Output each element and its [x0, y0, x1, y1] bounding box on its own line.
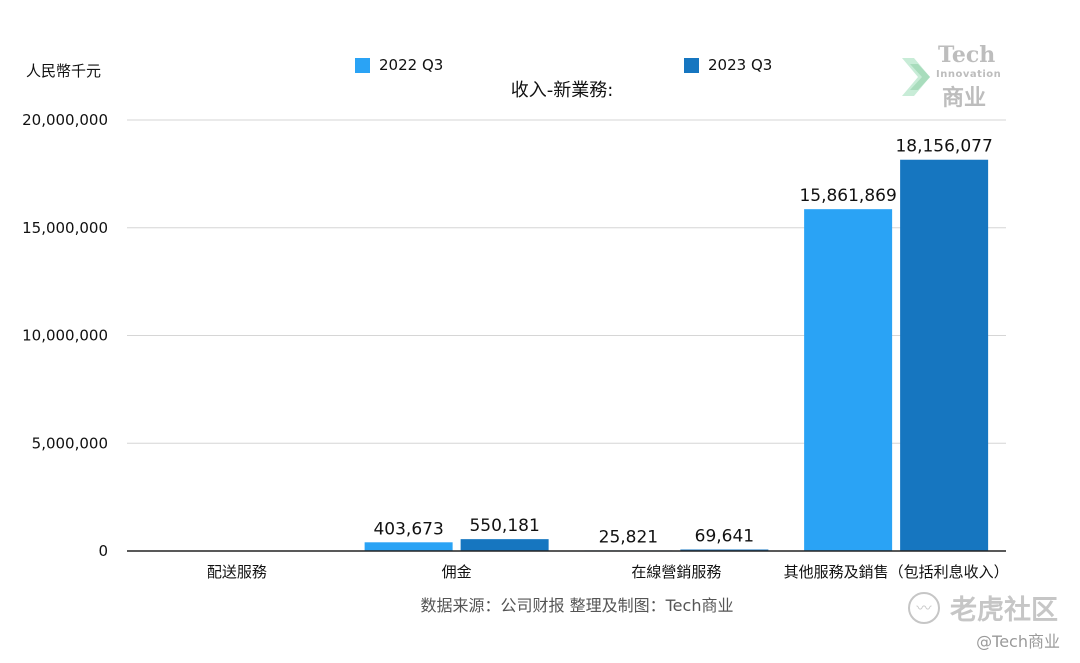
bar [900, 159, 989, 551]
watermark: 〰 老虎社区 [908, 588, 1058, 627]
legend-item-2023: 2023 Q3 [684, 56, 772, 74]
y-tick-label: 15,000,000 [22, 219, 108, 237]
logo-text-innovation: Innovation [936, 69, 1002, 80]
tiger-icon: 〰 [908, 591, 940, 624]
x-tick-label: 佣金 [442, 563, 472, 581]
bar [680, 549, 769, 551]
data-label: 18,156,077 [895, 137, 992, 157]
logo-chevron-icon [902, 58, 930, 96]
source-note: 数据来源：公司财报 整理及制图：Tech商业 [420, 596, 734, 615]
legend-label-2022: 2022 Q3 [379, 56, 444, 74]
data-label: 69,641 [695, 526, 754, 546]
legend-swatch-2023 [684, 57, 699, 73]
legend-item-2022: 2022 Q3 [355, 56, 443, 74]
y-tick-label: 20,000,000 [22, 111, 108, 129]
data-label: 403,673 [373, 519, 443, 539]
chart-title: 收入-新業務: [510, 80, 614, 101]
y-tick-label: 10,000,000 [22, 327, 108, 345]
data-label: 550,181 [469, 516, 539, 536]
y-unit-label: 人民幣千元 [26, 62, 102, 80]
x-tick-label: 配送服務 [207, 563, 267, 581]
tech-innovation-logo: Tech Innovation 商业 [898, 40, 1008, 111]
bar [460, 539, 549, 551]
data-label: 25,821 [599, 527, 658, 547]
bar [804, 209, 893, 551]
bar [364, 542, 453, 551]
author-handle: @Tech商业 [976, 632, 1060, 651]
logo-text-cn: 商业 [942, 86, 987, 111]
x-tick-label: 在線營銷服務 [631, 563, 721, 581]
logo-text-tech: Tech [938, 42, 996, 68]
watermark-text: 老虎社区 [950, 595, 1058, 626]
y-tick-label: 0 [98, 542, 108, 560]
data-label: 15,861,869 [799, 186, 896, 206]
x-tick-label: 其他服務及銷售（包括利息收入） [784, 563, 1009, 581]
legend-label-2023: 2023 Q3 [708, 56, 773, 74]
legend-swatch-2022 [355, 57, 370, 73]
y-tick-label: 5,000,000 [32, 434, 108, 452]
